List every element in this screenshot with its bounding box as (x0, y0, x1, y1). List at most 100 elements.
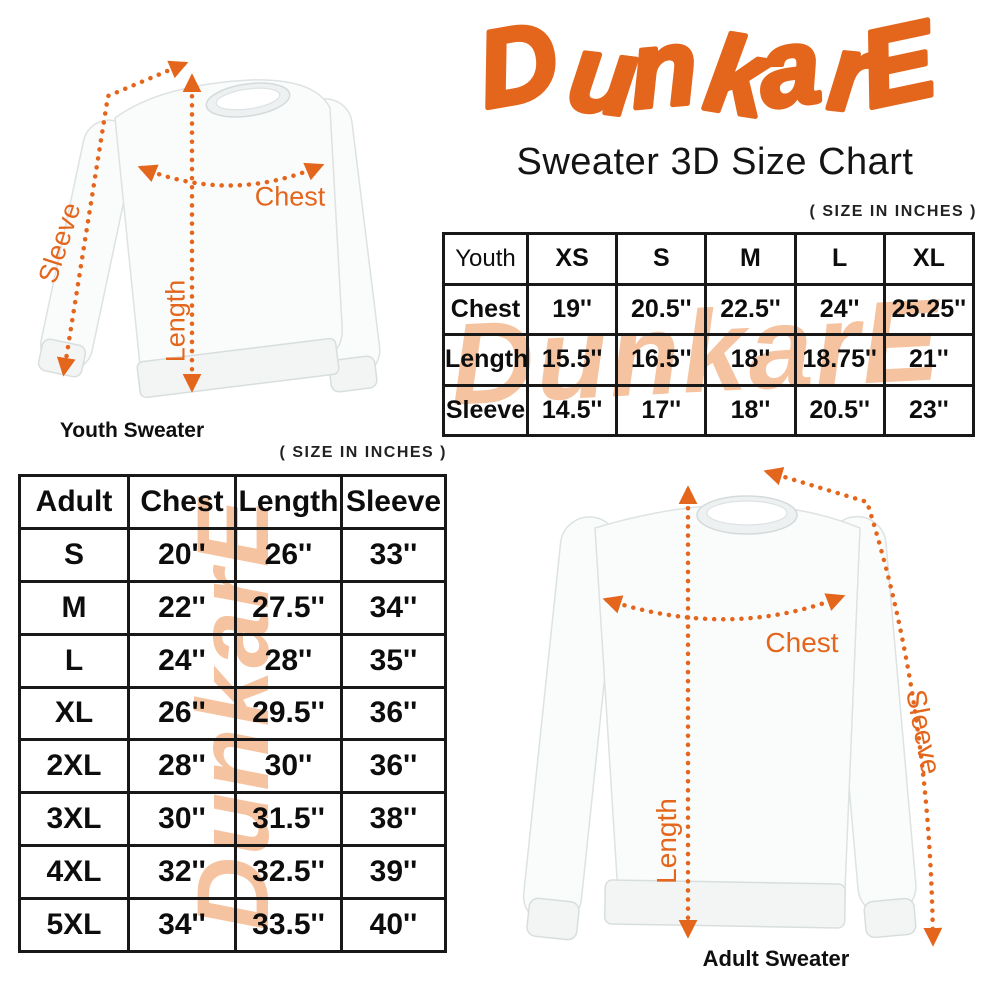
logo-text: DunkarE (469, 4, 948, 141)
table-cell: 14.5'' (525, 383, 619, 437)
column-header: Chest (127, 474, 237, 530)
adult-torso (594, 504, 861, 903)
youth-chest-arrow (137, 162, 325, 188)
row-header: L (18, 632, 130, 689)
table-row: S 20'' 26'' 33'' (18, 526, 447, 583)
column-header: Sleeve (340, 474, 447, 530)
table-row: Chest 19'' 20.5'' 22.5'' 24'' 25.25'' (442, 282, 975, 336)
table-row: L 24'' 28'' 35'' (18, 632, 447, 689)
table-cell: 27.5'' (234, 579, 343, 636)
table-cell: 15.5'' (525, 333, 619, 387)
chart-title: Sweater 3D Size Chart (516, 141, 914, 183)
table-row: XL 26'' 29.5'' 36'' (18, 685, 447, 742)
table-cell: 32'' (127, 844, 237, 900)
youth-table-container: DunkarE Youth XS S M L XL Chest 19'' 20.… (442, 232, 975, 437)
row-header: S (18, 526, 130, 583)
adult-waistband (604, 879, 846, 929)
table-cell: 31.5'' (234, 791, 343, 848)
table-cell: 24'' (793, 282, 886, 336)
table-cell: 39'' (340, 844, 447, 900)
adult-collar-inner (706, 500, 788, 526)
adult-sweater-figure: Chest Length Sleeve Adult Sweater (470, 450, 990, 990)
row-header: 3XL (18, 791, 130, 848)
table-cell: 34'' (340, 579, 447, 636)
table-cell: 33'' (340, 526, 447, 583)
table-cell: 32.5'' (234, 844, 343, 900)
column-header: XL (882, 232, 975, 286)
row-header: Sleeve (442, 383, 529, 437)
table-cell: 18'' (704, 333, 797, 387)
row-header: 2XL (18, 738, 130, 795)
adult-left-cuff (526, 897, 580, 941)
column-header: M (704, 232, 797, 286)
table-cell: 26'' (127, 685, 237, 742)
table-cell: 30'' (234, 738, 343, 795)
youth-sweater-body (37, 79, 381, 399)
youth-table-corner: Youth (442, 232, 529, 286)
column-header: L (793, 232, 886, 286)
adult-table-container: DunkarE Adult Chest Length Sleeve S 20''… (18, 474, 447, 953)
table-cell: 28'' (127, 738, 237, 795)
table-cell: 23'' (882, 383, 975, 437)
dunkare-logo: DunkarE (466, 4, 948, 143)
table-cell: 16.5'' (615, 333, 708, 387)
youth-sweater-illustration (37, 60, 381, 399)
table-cell: 30'' (127, 791, 237, 848)
table-cell: 26'' (234, 526, 343, 583)
table-row: Length 15.5'' 16.5'' 18'' 18.75'' 21'' (442, 333, 975, 387)
adult-size-table: Adult Chest Length Sleeve S 20'' 26'' 33… (18, 474, 447, 953)
column-header: Adult (18, 474, 130, 530)
row-header: Chest (442, 282, 529, 336)
row-header: 5XL (18, 897, 130, 953)
table-cell: 21'' (882, 333, 975, 387)
adult-chest-arrow (602, 593, 846, 622)
youth-right-cuff (328, 355, 378, 393)
table-cell: 34'' (127, 897, 237, 953)
size-note-adult: ( SIZE IN INCHES ) (279, 444, 447, 461)
table-row: M 22'' 27.5'' 34'' (18, 579, 447, 636)
table-cell: 22.5'' (704, 282, 797, 336)
table-cell: 24'' (127, 632, 237, 689)
table-row: 4XL 32'' 32.5'' 39'' (18, 844, 447, 900)
youth-collar-inner (215, 87, 281, 111)
table-row: 5XL 34'' 33.5'' 40'' (18, 897, 447, 953)
table-cell: 33.5'' (234, 897, 343, 953)
table-cell: 25.25'' (882, 282, 975, 336)
table-cell: 17'' (615, 383, 708, 437)
table-row: 3XL 30'' 31.5'' 38'' (18, 791, 447, 848)
table-cell: 38'' (340, 791, 447, 848)
table-cell: 36'' (340, 738, 447, 795)
table-cell: 19'' (525, 282, 619, 336)
column-header: S (615, 232, 708, 286)
row-header: XL (18, 685, 130, 742)
adult-sweater-body (522, 495, 917, 941)
table-cell: 28'' (234, 632, 343, 689)
table-cell: 35'' (340, 632, 447, 689)
row-header: 4XL (18, 844, 130, 900)
adult-sleeve-arrow (763, 467, 943, 947)
table-cell: 22'' (127, 579, 237, 636)
adult-sweater-illustration (522, 467, 943, 947)
adult-header-row: Adult Chest Length Sleeve (18, 474, 447, 530)
youth-measure-arrows (56, 60, 325, 393)
adult-right-cuff (863, 897, 917, 939)
adult-measure-arrows (602, 467, 943, 947)
column-header: XS (525, 232, 619, 286)
youth-size-table: Youth XS S M L XL Chest 19'' 20.5'' 22.5… (442, 232, 975, 437)
table-row: Sleeve 14.5'' 17'' 18'' 20.5'' 23'' (442, 383, 975, 437)
row-header: M (18, 579, 130, 636)
table-cell: 36'' (340, 685, 447, 742)
column-header: Length (234, 474, 343, 530)
row-header: Length (442, 333, 529, 387)
table-cell: 18'' (704, 383, 797, 437)
table-cell: 20.5'' (615, 282, 708, 336)
table-cell: 18.75'' (793, 333, 886, 387)
table-row: 2XL 28'' 30'' 36'' (18, 738, 447, 795)
table-cell: 29.5'' (234, 685, 343, 742)
table-cell: 40'' (340, 897, 447, 953)
youth-sleeve-arrow (56, 60, 189, 377)
table-cell: 20'' (127, 526, 237, 583)
table-cell: 20.5'' (793, 383, 886, 437)
size-note-youth: ( SIZE IN INCHES ) (809, 203, 977, 220)
